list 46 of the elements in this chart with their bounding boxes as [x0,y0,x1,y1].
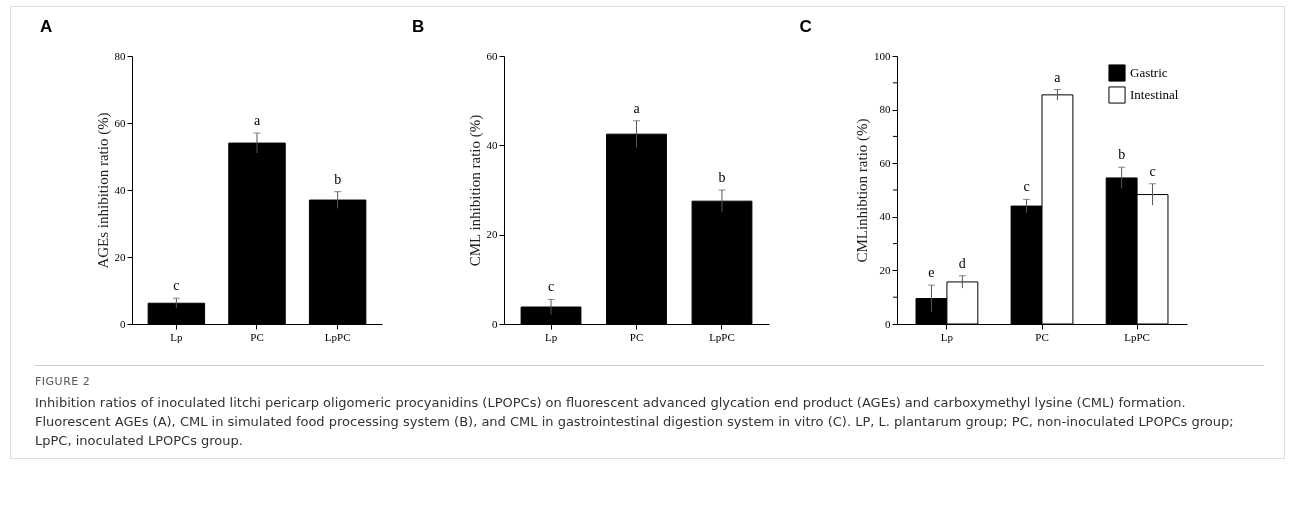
x-tick-label: LpPC [709,330,735,343]
y-axis-title: CML inhibition ratio (%) [466,114,484,267]
y-tick-label: 100 [874,49,891,62]
x-tick-label: Lp [544,330,558,343]
x-tick-label: PC [1035,330,1049,343]
x-tick-label: Lp [170,330,183,343]
y-tick-label: 40 [114,183,126,196]
y-tick-label: 60 [486,49,498,62]
y-tick-label: 40 [486,138,498,151]
y-tick-label: 60 [879,156,891,169]
legend-label: Gastric [1130,65,1168,80]
y-tick-label: 20 [879,263,891,276]
y-tick-label: 40 [879,210,891,223]
y-tick-label: 0 [120,317,126,330]
y-tick-label: 80 [114,49,126,62]
x-tick-label: PC [250,330,264,343]
x-tick-label: LpPC [324,330,351,343]
y-tick-label: 60 [114,116,126,129]
y-tick-label: 20 [114,250,126,263]
y-tick-label: 0 [885,317,891,330]
annotation: c [547,279,555,295]
x-tick-label: PC [629,330,644,343]
annotation: e [928,265,935,281]
y-tick-label: 0 [492,317,498,330]
x-tick-label: LpPC [1124,330,1150,343]
chart-title: B [412,17,425,36]
y-tick-label: 20 [486,228,498,241]
annotation: b [334,171,342,187]
annotation: a [253,113,261,129]
chart-title: C [799,17,812,36]
annotation: c [1023,179,1030,195]
annotation: d [958,255,966,271]
annotation: b [718,170,726,185]
y-axis-title: CMLinhibtion ratio (%) [854,118,871,263]
text: Inhibition ratios of inoculated litchi pericarp oligomeric procyanidins (LPOPCs) on fluorescent advanced glycation end product (AGEs) and carboxymethyl lysine (CML) formation. Fluorescent AGEs (A), CML in simulated food processing system (B), and CML in gastrointestinal digestion system in vitro (C). LP, L. plantarum group; PC, non-inoculated LPOPCs group; LpPC, inoculated LPOPCs group. [35,393,1235,450]
legend-label: Intestinal [1130,87,1179,102]
annotation: c [173,278,180,294]
y-tick-label: 80 [879,103,891,116]
chart-title: A [40,17,53,36]
annotation: b [1118,147,1126,163]
y-axis-title: AGEs inhibition ratio (%) [94,112,112,269]
caption: FIGURE 2 [35,374,92,390]
annotation: a [633,100,641,116]
annotation: c [1149,163,1156,179]
x-tick-label: Lp [940,330,954,343]
annotation: a [1054,69,1062,85]
